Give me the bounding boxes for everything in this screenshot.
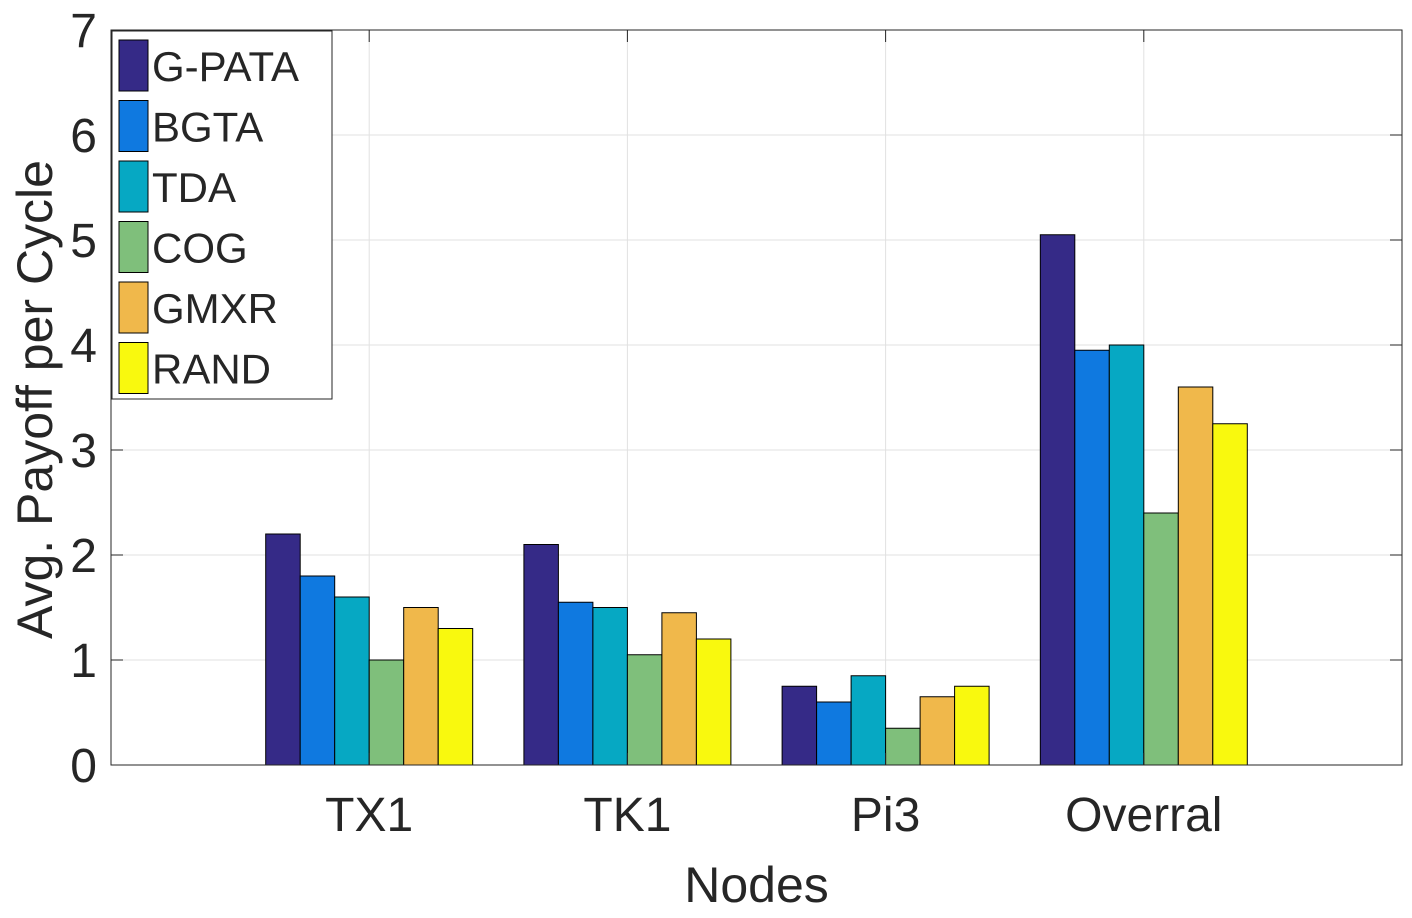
bar-rand-tk1 [695,638,732,766]
y-axis-label: Avg. Payoff per Cycle [7,160,63,639]
y-tick-label: 4 [70,320,97,373]
bar-g-pata-overral [1039,234,1076,766]
y-tick-label: 3 [70,425,97,478]
legend-label-gmxr: GMXR [152,285,278,332]
legend-swatch-cog [118,221,149,273]
x-tick-label-pi3: Pi3 [851,789,920,842]
legend-label-bgta: BGTA [152,104,263,151]
x-tick-label-tx1: TX1 [325,789,413,842]
bar-rand-overral [1212,423,1248,766]
bar-bgta-tx1 [299,575,336,766]
legend-swatch-g-pata [118,39,149,92]
bar-bgta-overral [1074,349,1110,766]
bar-tda-pi3 [850,675,887,766]
legend-label-tda: TDA [152,164,236,211]
legend-swatch-gmxr [118,281,149,334]
x-tick-label-tk1: TK1 [583,789,671,842]
y-tick-label: 0 [70,740,97,793]
x-tick-label-overral: Overral [1065,789,1222,842]
y-tick-label: 5 [70,215,97,268]
legend-box [111,30,333,400]
bar-tda-tk1 [592,607,628,766]
bar-cog-overral [1143,512,1179,766]
bar-g-pata-tx1 [265,533,301,766]
bar-cog-pi3 [885,727,921,766]
bar-cog-tx1 [368,659,405,766]
legend-swatch-rand [118,342,149,394]
legend: G-PATA BGTA TDA COG GMXR RAND [111,30,333,400]
y-tick-label: 6 [70,110,97,163]
bar-gmxr-pi3 [919,696,956,766]
bar-rand-tx1 [437,628,474,766]
bar-gmxr-overral [1177,386,1214,766]
y-tick-label: 7 [70,5,97,58]
legend-label-rand: RAND [152,346,271,393]
legend-label-cog: COG [152,225,248,272]
legend-label-g-pata: G-PATA [152,43,299,90]
x-axis-label: Nodes [684,857,829,913]
bar-rand-pi3 [954,685,990,766]
bar-g-pata-pi3 [781,685,818,766]
bar-gmxr-tx1 [403,607,439,766]
legend-swatch-bgta [118,100,149,152]
y-axis-ticks: 0 1 2 3 4 5 6 7 [70,5,1402,793]
bar-g-pata-tk1 [523,544,559,766]
plot-frame [110,29,1403,766]
bar-bgta-pi3 [816,701,852,766]
bar-cog-tk1 [626,654,663,766]
bars-group [265,234,1248,766]
y-tick-label: 1 [70,635,97,688]
bar-tda-tx1 [334,596,370,766]
legend-swatch-tda [118,160,149,213]
bar-gmxr-tk1 [661,612,697,766]
x-axis-ticks: TX1 TK1 Pi3 Overral [325,30,1222,842]
bar-tda-overral [1108,344,1145,766]
y-tick-label: 2 [70,530,97,583]
bar-bgta-tk1 [557,601,594,766]
